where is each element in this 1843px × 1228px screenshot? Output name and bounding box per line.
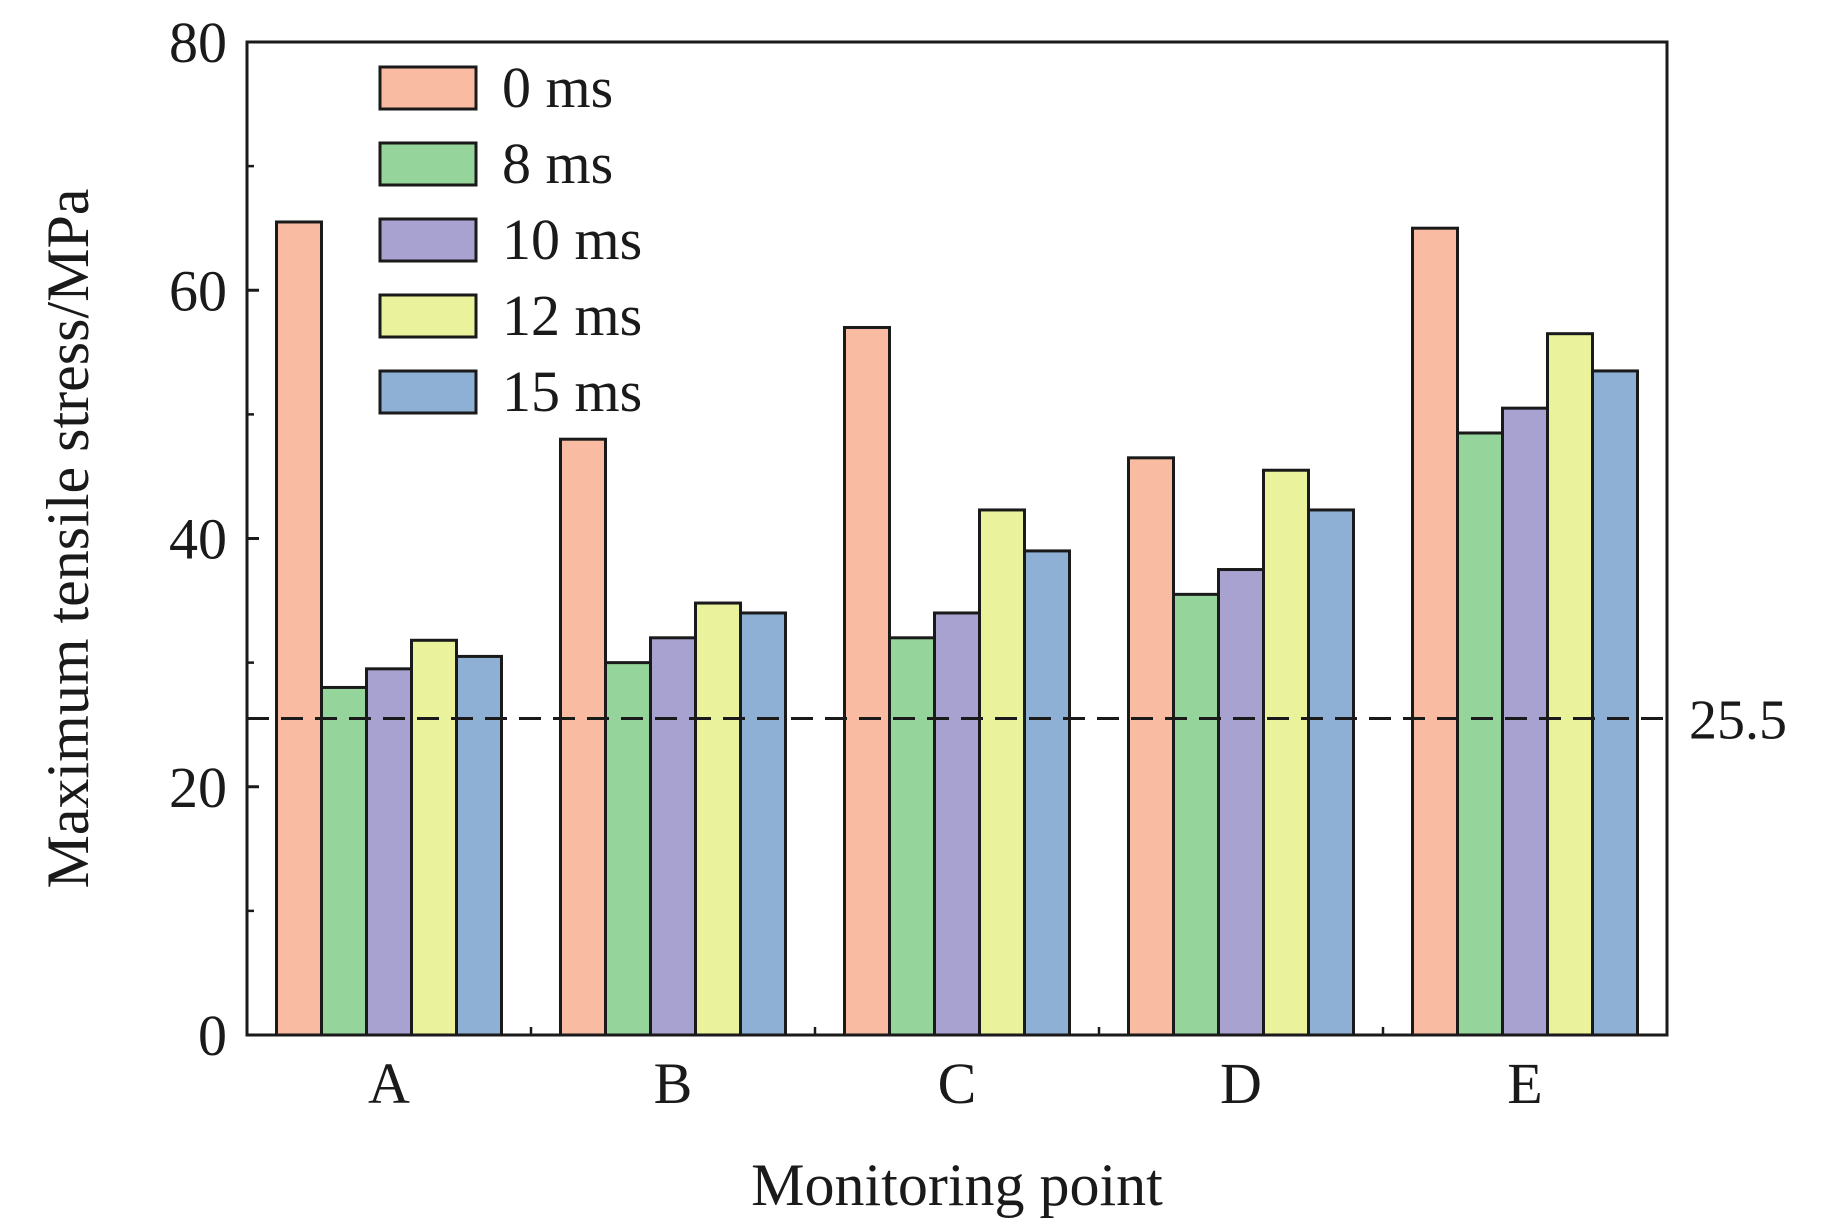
- y-tick-label: 60: [169, 258, 227, 323]
- y-axis: 0 20 40 60 80: [169, 10, 259, 1068]
- bar-C-8ms: [888, 636, 936, 1037]
- legend-swatch-8ms: [378, 141, 478, 187]
- bar-E-0ms: [1411, 226, 1459, 1037]
- bar-D-8ms: [1172, 592, 1220, 1037]
- bar-B-12ms: [694, 601, 742, 1037]
- y-tick-label: 80: [169, 10, 227, 75]
- bar-C-10ms: [933, 611, 981, 1037]
- x-axis-label: Monitoring point: [751, 1152, 1163, 1218]
- legend-label: 0 ms: [502, 55, 613, 120]
- x-tick-label: C: [938, 1051, 977, 1116]
- x-tick-label: E: [1507, 1051, 1542, 1116]
- y-axis-label: Maximum tensile stress/MPa: [35, 189, 101, 889]
- bar-A-0ms: [275, 220, 323, 1037]
- x-tick-label: D: [1220, 1051, 1262, 1116]
- bar-E-12ms: [1546, 332, 1594, 1037]
- bar-C-12ms: [978, 508, 1026, 1037]
- bar-B-15ms: [739, 611, 787, 1037]
- bars-layer: [275, 220, 1639, 1037]
- bar-E-10ms: [1501, 406, 1549, 1037]
- x-tick-label: B: [654, 1051, 693, 1116]
- y-tick-label: 0: [198, 1003, 227, 1068]
- legend-swatch-10ms: [378, 217, 478, 263]
- bar-A-8ms: [320, 685, 368, 1037]
- x-axis: A B C D E: [368, 1027, 1543, 1116]
- legend-swatch-12ms: [378, 293, 478, 339]
- legend-label: 8 ms: [502, 131, 613, 196]
- x-tick-label: A: [368, 1051, 410, 1116]
- y-tick-label: 20: [169, 755, 227, 820]
- bar-D-10ms: [1217, 568, 1265, 1037]
- y-tick-label: 40: [169, 507, 227, 572]
- legend-label: 10 ms: [502, 207, 642, 272]
- bar-A-15ms: [455, 654, 503, 1037]
- legend: 0 ms 8 ms 10 ms 12 ms 15 ms: [378, 55, 642, 424]
- bar-A-10ms: [365, 667, 413, 1037]
- bar-C-15ms: [1023, 549, 1071, 1037]
- bar-D-12ms: [1262, 468, 1310, 1037]
- bar-B-0ms: [559, 437, 607, 1037]
- legend-label: 12 ms: [502, 283, 642, 348]
- bar-E-8ms: [1456, 431, 1504, 1037]
- legend-swatch-15ms: [378, 369, 478, 415]
- bar-B-8ms: [604, 661, 652, 1037]
- reference-line-label: 25.5: [1689, 689, 1787, 751]
- bar-C-0ms: [843, 325, 891, 1037]
- bar-D-0ms: [1127, 456, 1175, 1037]
- bar-E-15ms: [1591, 369, 1639, 1037]
- bar-B-10ms: [649, 636, 697, 1037]
- bar-D-15ms: [1307, 508, 1355, 1037]
- legend-swatch-0ms: [378, 65, 478, 111]
- bar-A-12ms: [410, 638, 458, 1037]
- legend-label: 15 ms: [502, 359, 642, 424]
- reference-line-layer: 25.5: [247, 689, 1787, 751]
